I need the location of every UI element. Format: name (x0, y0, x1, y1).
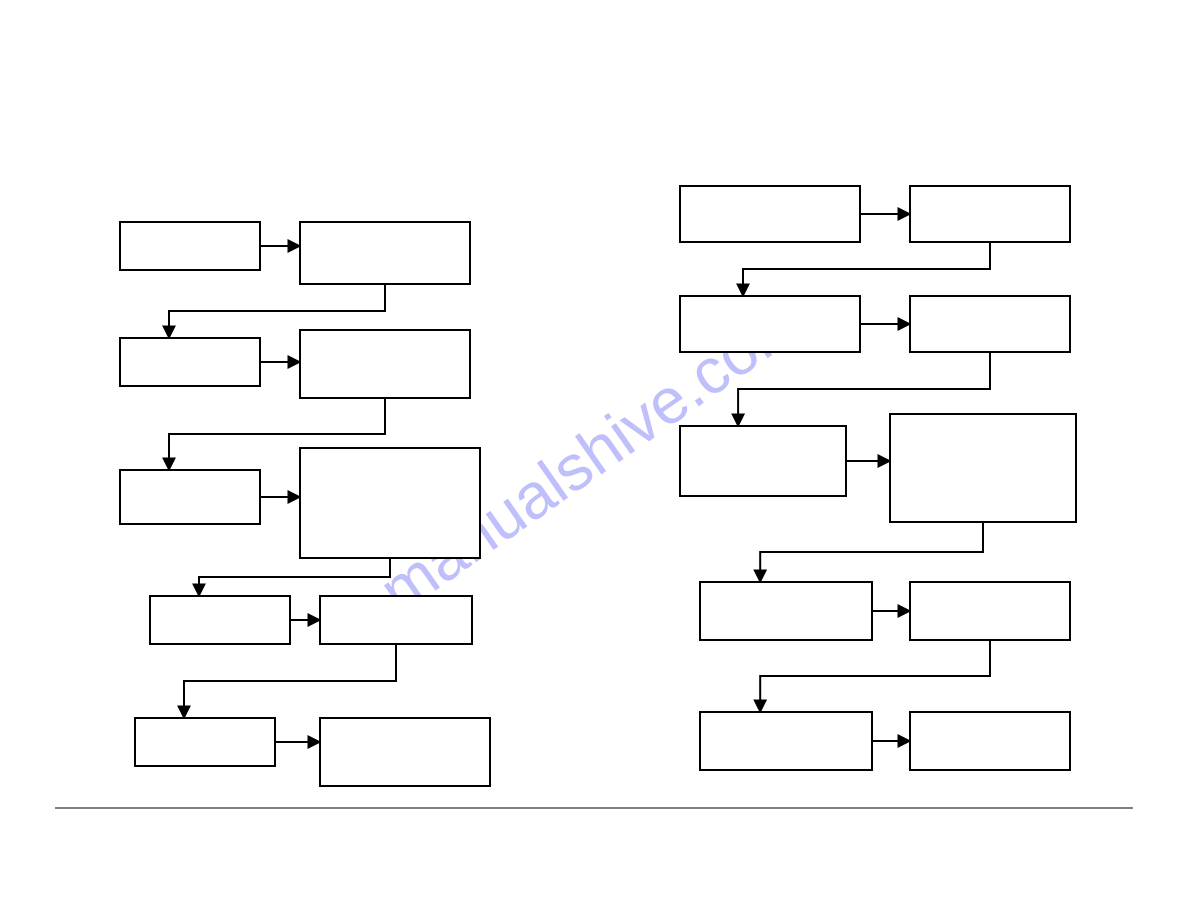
right-node-R2a (680, 296, 860, 352)
right-edge-R3b-R4a (760, 522, 983, 582)
right-node-R4a (700, 582, 872, 640)
right-node-R1a (680, 186, 860, 242)
right-node-R3a (680, 426, 846, 496)
left-node-L4a (150, 596, 290, 644)
left-node-L5a (135, 718, 275, 766)
right-edge-R1b-R2a (743, 242, 990, 296)
right-node-R4b (910, 582, 1070, 640)
left-edge-L3b-L4a (199, 558, 390, 596)
left-node-L5b (320, 718, 490, 786)
right-node-R1b (910, 186, 1070, 242)
right-node-R5a (700, 712, 872, 770)
left-node-L2b (300, 330, 470, 398)
left-node-L3b (300, 448, 480, 558)
left-edge-L4b-L5a (184, 644, 396, 718)
right-node-R2b (910, 296, 1070, 352)
left-node-L3a (120, 470, 260, 524)
left-node-L1b (300, 222, 470, 284)
left-node-L1a (120, 222, 260, 270)
right-node-R3b (890, 414, 1076, 522)
right-node-R5b (910, 712, 1070, 770)
left-node-L4b (320, 596, 472, 644)
right-edge-R4b-R5a (760, 640, 990, 712)
flowchart-canvas: manualshive.com (0, 0, 1188, 918)
left-node-L2a (120, 338, 260, 386)
